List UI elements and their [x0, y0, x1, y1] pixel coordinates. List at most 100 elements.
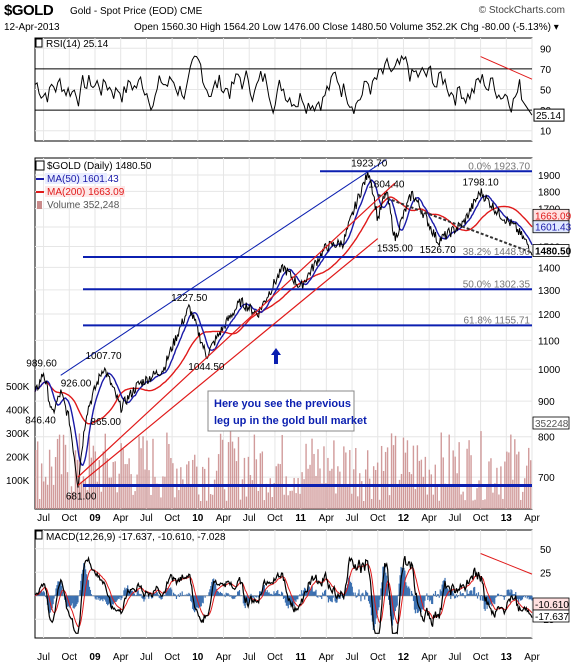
macd-x-tick-label: 11: [295, 652, 306, 663]
volume-bar: [134, 491, 136, 509]
macd-downtrend-line: [480, 553, 533, 575]
price-x-tick-label: 11: [295, 513, 306, 524]
volume-bar: [281, 434, 283, 509]
volume-bar: [468, 440, 470, 509]
volume-bar: [390, 433, 393, 509]
volume-bar: [269, 478, 271, 509]
volume-bar: [303, 479, 305, 509]
price-annotation: 926.00: [61, 378, 92, 389]
volume-bar: [508, 452, 510, 509]
volume-bar: [472, 500, 474, 509]
volume-bar: [40, 463, 43, 509]
volume-bar: [512, 479, 514, 509]
volume-bar: [414, 489, 417, 509]
volume-bar: [353, 469, 355, 509]
price-value-badge-label: 1663.09: [535, 211, 571, 222]
volume-bar: [313, 453, 315, 509]
volume-bar: [480, 431, 482, 509]
volume-bar: [36, 441, 39, 509]
volume-bar: [72, 491, 75, 509]
volume-bar: [374, 469, 377, 509]
volume-bar: [247, 456, 250, 509]
volume-bar: [132, 494, 134, 509]
volume-bar: [528, 447, 530, 509]
volume-bar: [486, 485, 488, 509]
volume-bar: [520, 499, 522, 509]
volume-bar: [287, 495, 289, 509]
price-x-tick-label: Jul: [448, 513, 461, 524]
macd-title: MACD(12,26,9) -17.637, -10.610, -7.028: [46, 532, 226, 543]
macd-value-badge: [532, 609, 570, 623]
ma50-legend: MA(50) 1601.43: [47, 174, 119, 185]
price-x-tick-label: Apr: [524, 513, 540, 524]
volume-bar: [80, 481, 83, 509]
volume-bar: [458, 442, 460, 509]
volume-bar: [496, 467, 498, 509]
volume-bar: [430, 474, 433, 509]
volume-bar: [44, 476, 47, 509]
volume-bar: [174, 497, 176, 509]
volume-bar: [285, 476, 287, 509]
volume-bar: [162, 476, 164, 509]
volume-bar: [225, 500, 228, 509]
callout-box: [207, 390, 355, 432]
volume-bar: [426, 494, 429, 509]
fib-level-label: 38.2% 1448.90: [463, 247, 531, 258]
ma200-legend-bg: [45, 186, 125, 197]
volume-bar: [146, 440, 148, 509]
volume-bar: [233, 448, 236, 509]
price-annotation: 1798.10: [463, 178, 500, 189]
volume-bar: [444, 483, 446, 509]
volume-bar: [406, 440, 409, 509]
volume-bar: [396, 484, 399, 509]
volume-bar: [42, 481, 45, 509]
volume-bar: [164, 476, 166, 509]
price-x-tick-label: Jul: [140, 513, 153, 524]
volume-bar: [211, 494, 214, 509]
volume-bar: [35, 450, 37, 509]
macd-value-badge-label: -17.637: [535, 612, 569, 623]
price-x-tick-label: Oct: [267, 513, 283, 524]
volume-bar: [301, 472, 303, 509]
price-y-tick-label: 900: [538, 397, 555, 408]
volume-bar: [200, 500, 202, 509]
price-x-tick-label: Jul: [346, 513, 359, 524]
volume-bar: [209, 494, 212, 509]
volume-bar: [361, 481, 363, 509]
price-x-tick-label: Apr: [421, 513, 437, 524]
price-y-tick-label: 800: [538, 433, 555, 444]
volume-bar: [506, 451, 508, 509]
macd-x-tick-label: Jul: [37, 652, 50, 663]
volume-bar: [82, 476, 85, 509]
volume-bar: [38, 498, 41, 509]
volume-bar: [196, 466, 198, 509]
volume-bar: [365, 469, 367, 509]
fib-level-label: 0.0% 1923.70: [468, 161, 530, 172]
price-y-tick-label: 1200: [538, 310, 561, 321]
volume-bar: [450, 484, 452, 509]
macd-x-tick-label: Apr: [524, 652, 540, 663]
volume-bar: [275, 466, 277, 509]
volume-bar: [52, 484, 55, 509]
volume-tick-label: 200K: [6, 453, 30, 464]
downtrend-dotted-line: [377, 193, 533, 254]
price-annotation: 1007.70: [85, 351, 122, 362]
volume-bar: [90, 457, 93, 509]
volume-bar: [54, 457, 57, 509]
volume-bar: [136, 474, 138, 509]
price-annotation: 1804.40: [368, 180, 405, 191]
volume-bar: [295, 493, 297, 509]
ma200-legend: MA(200) 1663.09: [47, 187, 125, 198]
volume-bar: [416, 445, 419, 509]
volume-bar: [142, 436, 144, 509]
rsi-value-label: 25.14: [536, 111, 561, 122]
volume-bar: [440, 432, 442, 509]
volume-bar: [368, 478, 371, 509]
price-x-tick-label: 10: [192, 513, 204, 524]
volume-bar: [221, 439, 224, 509]
price-y-tick-label: 1800: [538, 187, 561, 198]
macd-x-tick-label: Oct: [473, 652, 489, 663]
site-credit[interactable]: © StockCharts.com: [478, 5, 565, 16]
volume-bar: [339, 471, 341, 509]
